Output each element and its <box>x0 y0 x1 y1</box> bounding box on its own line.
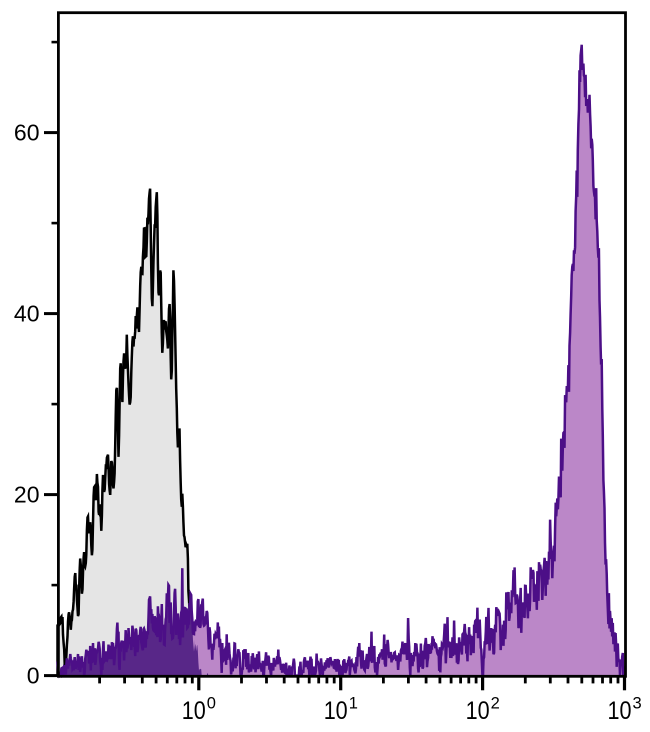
svg-text:10: 10 <box>608 697 632 725</box>
svg-text:3: 3 <box>633 695 642 713</box>
svg-text:10: 10 <box>324 697 348 725</box>
svg-text:0: 0 <box>27 663 40 689</box>
svg-text:0: 0 <box>207 695 216 713</box>
svg-text:1: 1 <box>349 695 358 713</box>
svg-text:60: 60 <box>14 120 40 146</box>
svg-text:10: 10 <box>182 697 206 725</box>
svg-text:10: 10 <box>466 697 490 725</box>
svg-text:20: 20 <box>14 482 40 508</box>
svg-text:40: 40 <box>14 301 40 327</box>
svg-text:2: 2 <box>491 695 500 713</box>
